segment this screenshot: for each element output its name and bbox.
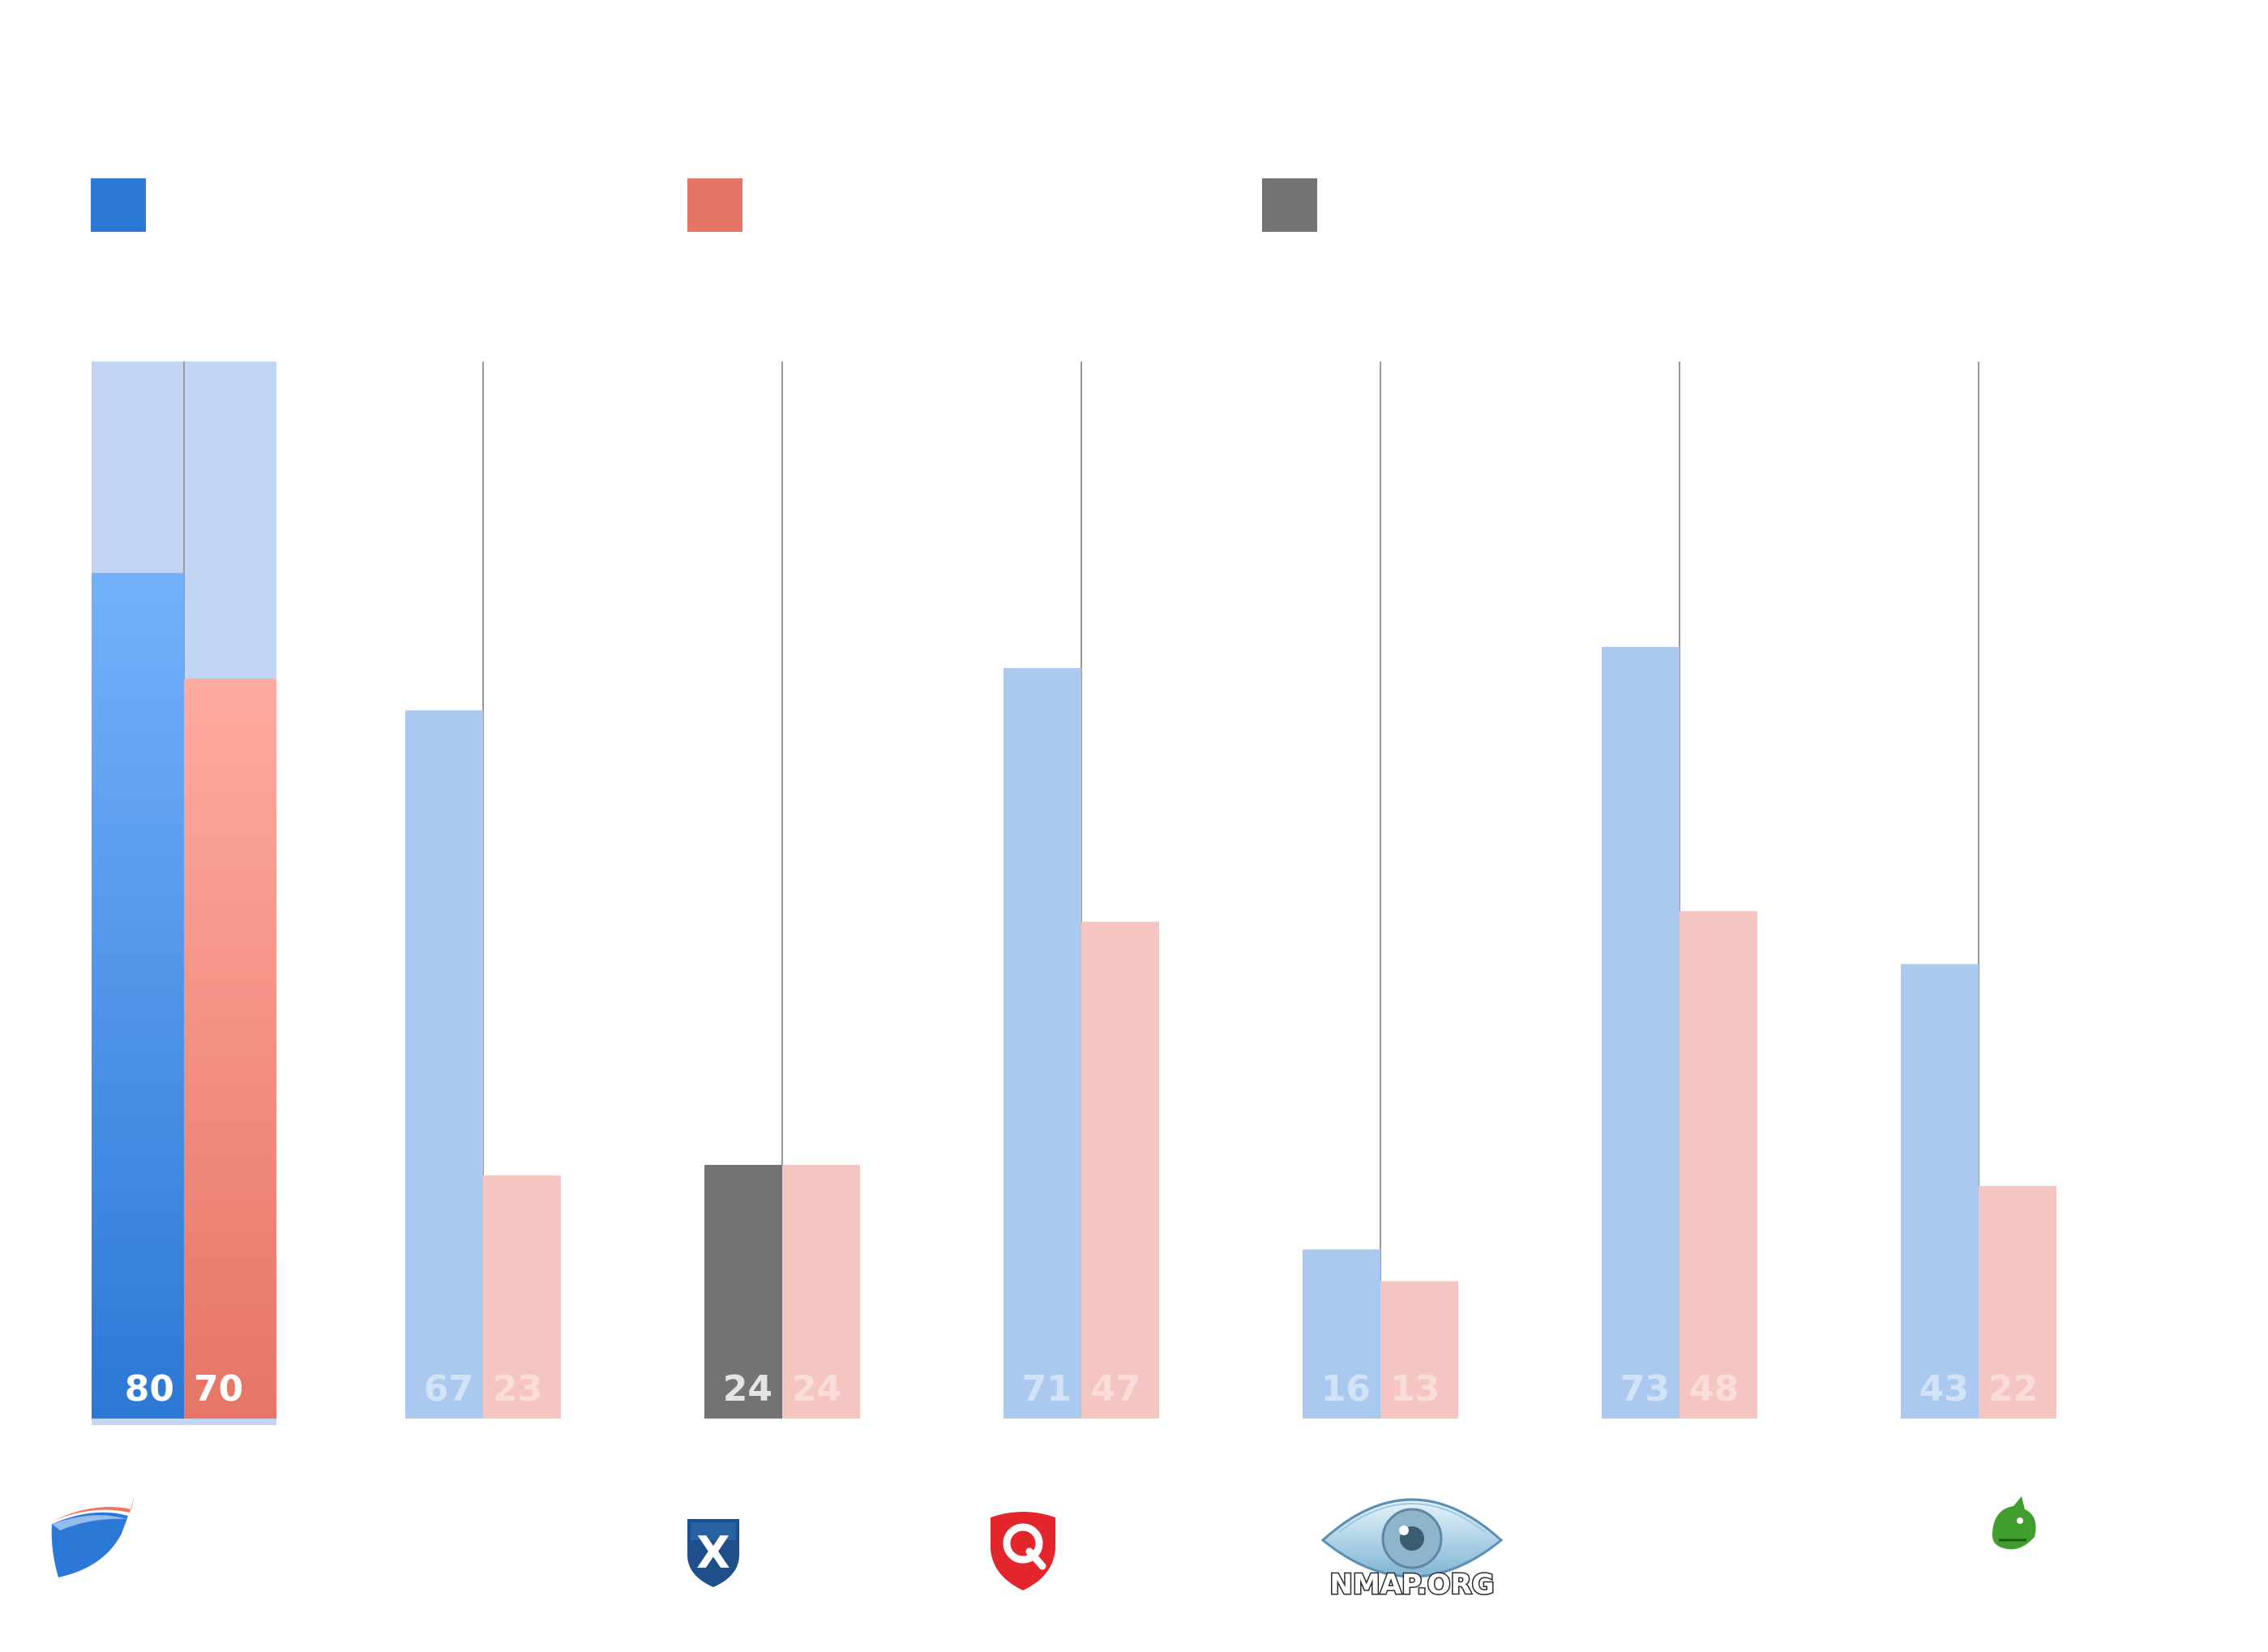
- shield-logo-icon: [51, 1495, 135, 1577]
- bar-label-series1-6: 43: [1919, 1368, 1969, 1410]
- bar-label-series2-3: 47: [1091, 1368, 1140, 1410]
- eye-logo-icon: NMAP.ORG: [1320, 1498, 1504, 1603]
- legend-swatch-2: [687, 178, 742, 232]
- bar-label-series2-0: 70: [194, 1368, 243, 1410]
- bar-label-series2-2: 24: [792, 1368, 841, 1410]
- bar-value-labels: 80 70 67 23 24 24 71 47 16 13 73 48 43 22: [125, 1368, 2038, 1410]
- bar-label-series1-0: 80: [125, 1368, 174, 1410]
- bar-series1-6: [1901, 964, 1979, 1419]
- bar-series2-1: [483, 1175, 561, 1419]
- bar-label-series1-3: 71: [1022, 1368, 1072, 1410]
- logo-text-nmap: NMAP.ORG: [1329, 1569, 1494, 1601]
- bar-series2-4: [1380, 1281, 1458, 1419]
- svg-text:X: X: [696, 1527, 730, 1578]
- bar-series2-0: [184, 678, 276, 1419]
- bar-label-series1-2: 24: [723, 1368, 772, 1410]
- legend-swatch-1: [91, 178, 146, 232]
- bar-label-series1-1: 67: [424, 1368, 473, 1410]
- q-logo-icon: [991, 1512, 1055, 1590]
- bar-series2-5: [1680, 911, 1757, 1419]
- bar-series1-2: [704, 1165, 782, 1419]
- bar-label-series2-6: 22: [1988, 1368, 2038, 1410]
- dragon-logo-icon: [1992, 1496, 2036, 1550]
- x-shield-logo-icon: X: [687, 1519, 739, 1587]
- legend-swatch-3: [1262, 178, 1317, 232]
- bar-label-series2-5: 48: [1689, 1368, 1739, 1410]
- bar-label-series2-4: 13: [1390, 1368, 1440, 1410]
- bars: [92, 572, 2056, 1419]
- legend: [91, 178, 1317, 232]
- bar-label-series1-5: 73: [1620, 1368, 1670, 1410]
- bar-series2-2: [782, 1165, 860, 1419]
- bar-label-series1-4: 16: [1321, 1368, 1371, 1410]
- bar-series1-4: [1303, 1249, 1380, 1419]
- bar-series1-5: [1602, 647, 1680, 1419]
- bar-series2-3: [1081, 922, 1159, 1419]
- bar-series1-1: [405, 710, 483, 1419]
- category-logos: X NMAP.ORG: [51, 1495, 2036, 1603]
- bar-series1-3: [1003, 668, 1081, 1419]
- bar-series1-0: [92, 572, 184, 1419]
- bar-label-series2-1: 23: [493, 1368, 542, 1410]
- bar-series2-6: [1979, 1186, 2056, 1419]
